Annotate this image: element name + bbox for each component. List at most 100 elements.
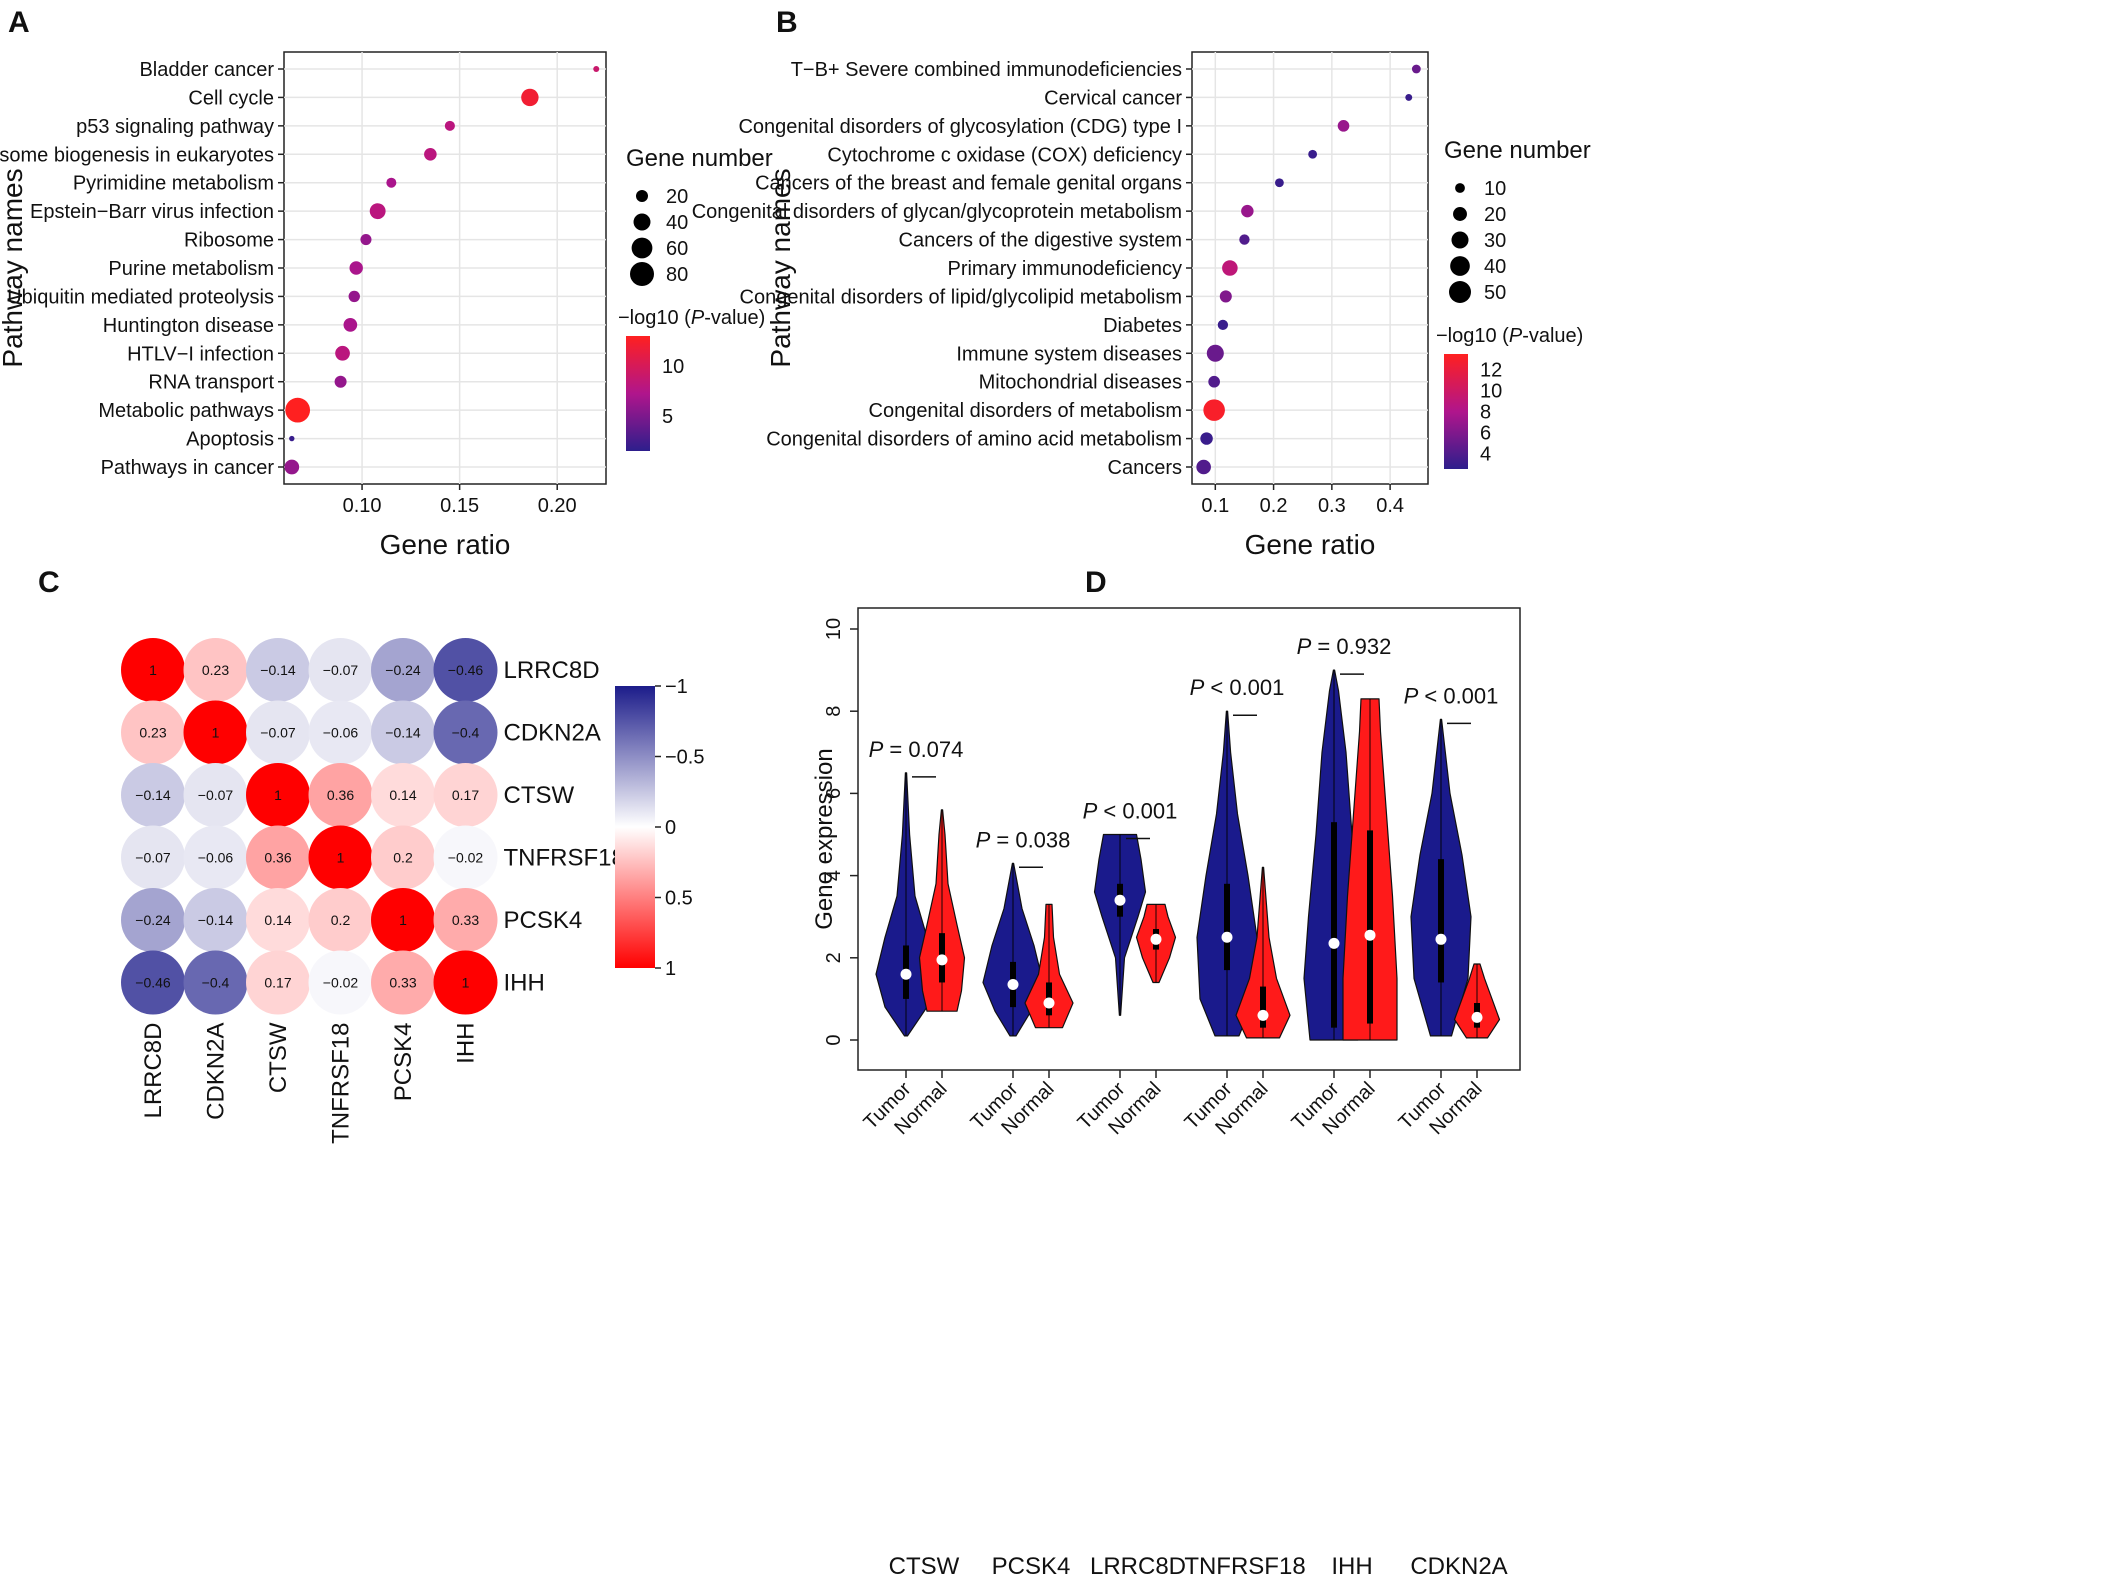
size-legend-title: Gene number [1444, 137, 1591, 164]
panel-label: C [38, 566, 60, 599]
color-legend-title: −log10 (P-value) [1436, 325, 1583, 347]
corr-cell [183, 700, 248, 765]
corr-value: 0.23 [139, 725, 166, 741]
corr-cell [121, 700, 185, 765]
panel-a: A Bladder cancer Cell cycle p53 signaling p… [0, 6, 773, 560]
p-value-label: P = 0.074 [869, 737, 964, 762]
corr-cell [121, 888, 185, 952]
gene-label: LRRC8D [1090, 1553, 1186, 1580]
corr-cell [121, 763, 185, 827]
y-tick-label: 8 [823, 706, 845, 717]
corr-value: −0.46 [448, 662, 484, 678]
corr-cell [246, 763, 310, 827]
category-label: Congenital disorders of glycan/glycoprot… [692, 201, 1182, 223]
violin-median [1257, 1009, 1269, 1021]
data-point [1196, 459, 1211, 475]
color-legend-title-suffix: -value) [704, 307, 765, 329]
data-point [1308, 149, 1318, 159]
color-bar-label: 0 [665, 817, 676, 839]
violin-iqr [1331, 822, 1337, 1028]
color-legend-title: −log10 (P-value) [618, 307, 765, 329]
category-label: Apoptosis [186, 429, 274, 451]
color-bar-label: 5 [662, 406, 673, 428]
data-point [1405, 93, 1413, 101]
column-label: CDKN2A [203, 1023, 230, 1120]
corr-cell [246, 700, 310, 765]
violin-median [1435, 933, 1447, 945]
panel-label: B [776, 6, 798, 39]
corr-cell [371, 888, 435, 952]
data-point [1203, 399, 1225, 421]
p-value-symbol: P [869, 737, 884, 762]
corr-value: 0.2 [393, 850, 413, 866]
corr-value: 0.36 [264, 850, 291, 866]
panel-b: B T−B+ Severe combined immunodeficiencies… [692, 6, 1591, 560]
size-legend-dot [1451, 231, 1469, 249]
column-label: IHH [453, 1023, 480, 1064]
category-label: Cancers of the breast and female genital… [755, 173, 1182, 195]
size-legend-label: 40 [1484, 256, 1506, 278]
corr-cell [183, 950, 248, 1015]
y-tick-label: 4 [823, 870, 845, 881]
category-label: Epstein−Barr virus infection [30, 201, 274, 223]
color-legend-title-prefix: −log10 ( [1436, 325, 1509, 347]
size-legend-label: 20 [666, 186, 688, 208]
corr-cell [308, 888, 373, 952]
size-legend-label: 50 [1484, 282, 1506, 304]
corr-value: 0.17 [264, 975, 291, 991]
column-label: TNFRSF18 [328, 1023, 355, 1144]
category-label: Cervical cancer [1044, 87, 1182, 109]
size-legend-label: 80 [666, 264, 688, 286]
corr-value: 1 [274, 787, 282, 803]
column-label: PCSK4 [390, 1023, 417, 1102]
x-axis-title: Gene ratio [1245, 529, 1376, 560]
category-label: Ubiquitin mediated proteolysis [7, 286, 274, 308]
violin-median [936, 954, 948, 966]
category-label: Mitochondrial diseases [979, 372, 1182, 394]
corr-cell [308, 638, 373, 702]
row-label: IHH [504, 970, 545, 997]
category-label: p53 signaling pathway [76, 116, 274, 138]
violin-median [1328, 937, 1340, 949]
corr-value: −0.46 [135, 975, 171, 991]
corr-cell [246, 888, 310, 952]
data-point [1239, 234, 1250, 245]
color-bar [1444, 354, 1468, 469]
corr-cell [371, 763, 435, 827]
data-point [335, 345, 350, 361]
p-value-label: P = 0.038 [976, 827, 1071, 852]
y-axis-title: Gene expression [811, 748, 838, 929]
category-label: Immune system diseases [956, 343, 1182, 365]
y-axis-title: Pathway names [765, 168, 796, 367]
data-point [1337, 120, 1350, 132]
corr-value: 1 [212, 725, 220, 741]
corr-value: −0.06 [323, 725, 359, 741]
category-label: HTLV−I infection [127, 343, 274, 365]
corr-cell [121, 950, 185, 1015]
category-label: Congenital disorders of lipid/glycolipid… [740, 286, 1182, 308]
p-value-label: P < 0.001 [1083, 799, 1178, 824]
violin-iqr [1438, 859, 1444, 983]
corr-cell [433, 888, 498, 952]
corr-value: −0.07 [135, 850, 171, 866]
data-point [521, 88, 539, 107]
corr-cell [246, 638, 310, 702]
size-legend-label: 20 [1484, 204, 1506, 226]
size-legend-dot [633, 213, 651, 231]
corr-value: 0.17 [452, 787, 479, 803]
color-legend-title-italic: P [1509, 325, 1523, 347]
violin-median [1043, 997, 1055, 1009]
corr-cell [183, 825, 248, 890]
data-point [1222, 260, 1238, 276]
corr-cell [433, 825, 498, 890]
color-bar [615, 686, 655, 968]
gene-label: IHH [1331, 1553, 1372, 1580]
corr-cell [371, 700, 435, 765]
data-point [369, 203, 386, 220]
category-label: Pyrimidine metabolism [73, 173, 274, 195]
data-point [1217, 319, 1229, 331]
corr-cell [308, 825, 373, 890]
color-bar-label: −1 [665, 676, 688, 698]
corr-value: 1 [149, 662, 157, 678]
